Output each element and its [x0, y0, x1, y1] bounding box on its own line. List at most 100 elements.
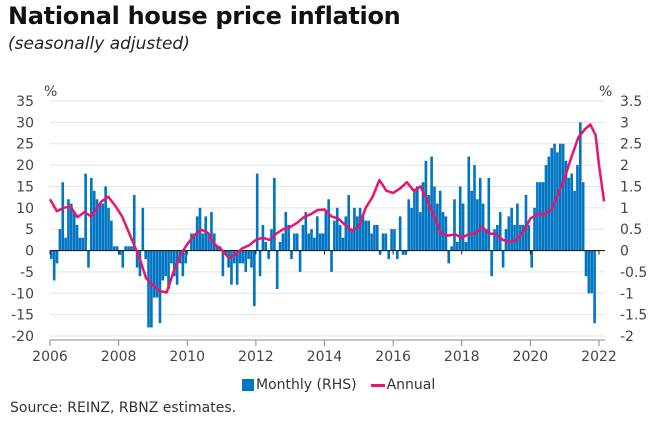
left-axis-unit: %	[44, 84, 57, 100]
monthly-bar	[556, 152, 559, 251]
monthly-bar	[355, 216, 359, 251]
monthly-bar	[530, 250, 534, 268]
monthly-bar	[570, 173, 574, 251]
monthly-bar	[293, 233, 296, 251]
monthly-bar	[461, 203, 465, 251]
monthly-bar	[255, 173, 259, 251]
monthly-bar	[438, 190, 442, 251]
monthly-bar	[473, 165, 476, 251]
monthly-bar	[192, 233, 196, 251]
monthly-bar	[281, 233, 285, 251]
monthly-bar	[587, 250, 591, 294]
right-axis-unit: %	[599, 84, 612, 100]
monthly-bar	[378, 250, 382, 255]
right-tick-label: -0.5	[620, 265, 647, 281]
monthly-bar	[416, 186, 419, 251]
right-tick-label: 1.5	[620, 179, 642, 195]
monthly-bar	[518, 224, 522, 251]
monthly-bar	[101, 203, 105, 251]
monthly-bar	[524, 195, 528, 251]
left-tick-label: 35	[16, 94, 34, 110]
x-tick-label: 2020	[513, 349, 549, 365]
monthly-bar	[130, 246, 133, 251]
monthly-bar	[278, 242, 282, 251]
monthly-bar	[501, 250, 505, 268]
left-tick-label: 0	[25, 244, 34, 260]
monthly-bar	[167, 250, 170, 289]
monthly-bar	[121, 250, 125, 268]
monthly-bar	[172, 250, 176, 277]
monthly-bar	[275, 250, 279, 289]
monthly-bar	[67, 199, 70, 251]
x-tick-label: 2006	[32, 349, 68, 365]
monthly-bar	[107, 207, 110, 251]
monthly-bar	[493, 229, 496, 251]
x-tick-label: 2022	[581, 349, 617, 365]
monthly-bar	[335, 207, 339, 251]
monthly-bar	[547, 156, 551, 251]
monthly-bar	[135, 250, 139, 268]
monthly-bar	[118, 250, 122, 255]
monthly-bar	[301, 224, 305, 251]
monthly-bar	[321, 233, 325, 251]
monthly-bar	[92, 190, 96, 251]
monthly-bar	[407, 199, 411, 251]
monthly-bar	[244, 250, 248, 272]
monthly-bar	[181, 250, 185, 277]
monthly-bar	[541, 182, 545, 251]
left-tick-label: 25	[16, 137, 34, 153]
monthly-bar	[161, 250, 165, 281]
monthly-bar	[238, 250, 242, 264]
monthly-bar	[132, 195, 136, 251]
right-tick-label: 0	[620, 244, 629, 260]
monthly-bar	[395, 250, 399, 260]
monthly-bar	[50, 250, 53, 260]
monthly-bar	[250, 250, 253, 268]
monthly-bar	[521, 224, 525, 251]
monthly-bar	[484, 229, 488, 251]
x-tick-label: 2018	[444, 349, 480, 365]
monthly-bar	[267, 250, 270, 260]
left-tick-label: -10	[11, 286, 34, 302]
monthly-bar	[450, 246, 453, 251]
monthly-bar	[81, 237, 85, 251]
chart-title: National house price inflation	[8, 2, 401, 30]
monthly-bar	[430, 156, 433, 251]
monthly-bar	[513, 224, 516, 251]
monthly-bar	[164, 250, 167, 277]
monthly-bar	[487, 177, 491, 251]
monthly-bar	[390, 229, 393, 251]
monthly-bar	[544, 165, 548, 251]
left-tick-label: 20	[16, 158, 34, 174]
monthly-bar	[58, 229, 62, 251]
monthly-bar	[381, 233, 385, 251]
right-tick-label: 1	[620, 201, 629, 217]
monthly-bar	[104, 186, 107, 251]
monthly-bar	[52, 250, 56, 281]
annual-line	[48, 123, 606, 294]
monthly-bar	[147, 250, 150, 328]
monthly-bar	[593, 250, 596, 324]
monthly-bar	[590, 250, 594, 294]
monthly-bar	[453, 199, 456, 251]
monthly-bar	[527, 224, 531, 251]
left-tick-label: 30	[16, 115, 34, 131]
monthly-bar	[298, 250, 302, 272]
monthly-bar	[327, 199, 330, 251]
monthly-bar	[307, 233, 310, 251]
axes: 35 3.530 325 2.520 215 1.510 15 0.50 0-5 -0.5-10-…	[11, 84, 647, 365]
monthly-bar	[270, 229, 273, 251]
monthly-bar	[330, 250, 333, 272]
right-tick-label: 0.5	[620, 222, 642, 238]
monthly-bar	[64, 237, 67, 251]
monthly-bar	[533, 207, 536, 251]
monthly-bar	[467, 156, 471, 251]
monthly-bar	[287, 224, 290, 251]
monthly-bar	[418, 212, 422, 251]
monthly-bar	[315, 216, 319, 251]
monthly-bar	[375, 224, 379, 251]
legend-item-annual: Annual	[370, 377, 435, 393]
right-tick-label: -1	[620, 286, 634, 302]
monthly-bar	[384, 233, 388, 251]
monthly-bar	[235, 250, 239, 285]
